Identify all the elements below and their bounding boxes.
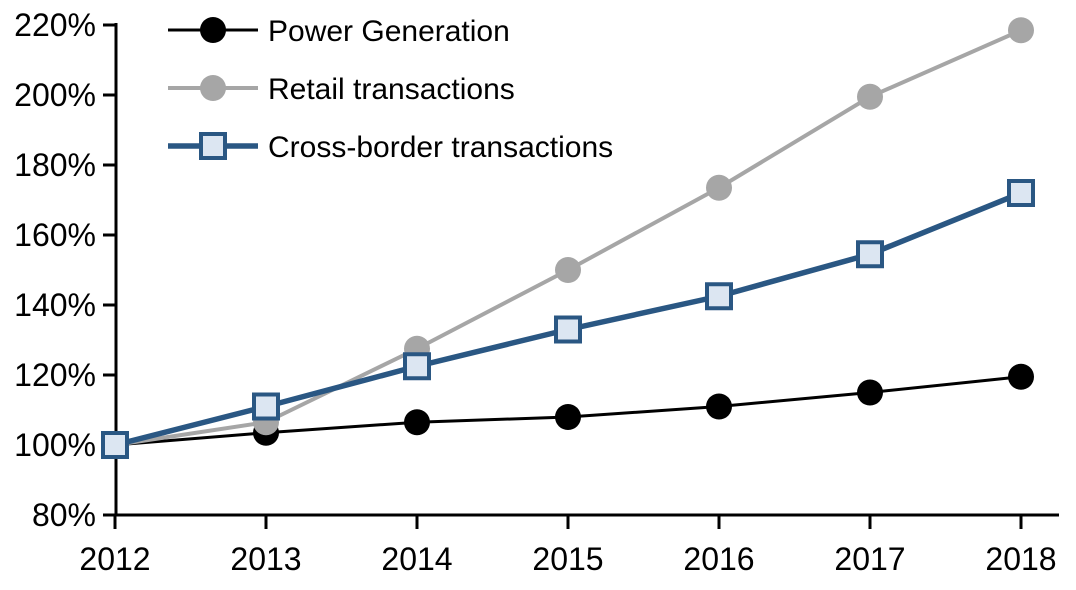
x-tick-label: 2018 (985, 541, 1056, 577)
legend-circle-marker-icon (200, 75, 226, 101)
x-tick-label: 2016 (683, 541, 754, 577)
legend-label: Retail transactions (268, 73, 515, 106)
data-point-marker (706, 393, 732, 420)
y-tick-label: 180% (14, 147, 96, 183)
data-point-marker (554, 315, 582, 344)
data-point-marker (555, 257, 581, 283)
y-tick-label: 200% (14, 77, 96, 113)
data-point-marker (555, 404, 581, 430)
x-tick-label: 2012 (79, 541, 150, 577)
data-point-marker (1007, 179, 1035, 207)
y-tick-label: 140% (14, 287, 96, 323)
data-point-marker (1008, 17, 1034, 44)
x-tick-label: 2013 (230, 541, 301, 577)
y-tick-label: 80% (32, 497, 96, 533)
data-point-marker (856, 240, 884, 269)
data-point-marker (857, 379, 883, 406)
data-point-marker (706, 174, 732, 201)
data-point-marker (101, 431, 129, 459)
data-point-marker (705, 282, 733, 311)
legend-item-cross-border-transactions: Cross-border transactions (168, 131, 613, 164)
legend-square-marker-icon (199, 132, 227, 160)
data-point-marker (252, 392, 280, 421)
data-point-marker (403, 352, 431, 381)
x-tick-label: 2015 (532, 541, 603, 577)
data-point-marker (1008, 363, 1034, 390)
x-tick-label: 2014 (381, 541, 452, 577)
plot-area: 80% 100% 120% 140% 160% 180% 200% 220% 2012 2013 2… (14, 7, 1059, 577)
data-point-marker (404, 409, 430, 436)
y-tick-label: 100% (14, 427, 96, 463)
legend: Power Generation Retail transactions Cro… (168, 15, 613, 164)
legend-item-power-generation: Power Generation (168, 15, 510, 48)
legend-item-retail-transactions: Retail transactions (168, 73, 515, 106)
y-tick-label: 120% (14, 357, 96, 393)
series-line-1 (114, 28, 1022, 447)
x-tick-label: 2017 (834, 541, 905, 577)
y-tick-label: 220% (14, 7, 96, 43)
y-tick-label: 160% (14, 217, 96, 253)
legend-label: Power Generation (268, 15, 510, 48)
data-point-marker (857, 83, 883, 110)
legend-circle-marker-icon (200, 17, 226, 43)
legend-label: Cross-border transactions (268, 131, 613, 164)
